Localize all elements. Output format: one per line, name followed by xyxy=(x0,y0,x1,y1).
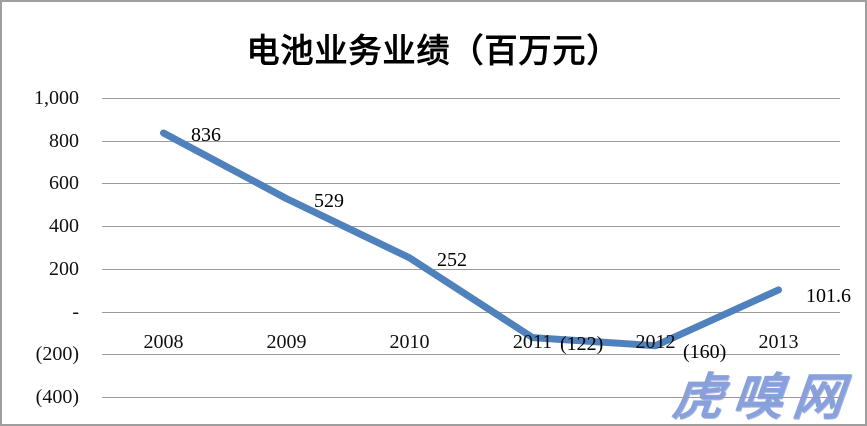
y-axis-tick-label: 1,000 xyxy=(34,87,79,109)
y-axis-tick-label: 400 xyxy=(49,215,79,237)
gridline xyxy=(102,98,840,99)
data-label: 252 xyxy=(437,249,467,271)
data-label: 836 xyxy=(191,124,221,146)
x-axis-tick-label: 2013 xyxy=(758,331,799,353)
x-axis-tick-label: 2010 xyxy=(389,331,430,353)
y-axis-tick-label: (200) xyxy=(35,343,79,365)
y-axis-tick-label: - xyxy=(72,301,79,323)
data-label: 101.6 xyxy=(806,285,851,307)
y-axis-tick-label: 200 xyxy=(49,258,79,280)
chart-title: 电池业务业绩（百万元） xyxy=(246,34,621,70)
y-axis-tick-label: (400) xyxy=(35,386,79,408)
x-axis-tick-label: 2009 xyxy=(266,331,307,353)
y-axis-tick-label: 800 xyxy=(49,130,79,152)
gridline xyxy=(102,354,840,355)
data-label: 529 xyxy=(314,190,344,212)
data-label: (160) xyxy=(683,341,727,363)
x-axis-tick-label: 2008 xyxy=(143,331,184,353)
gridline xyxy=(102,397,840,398)
data-label: (122) xyxy=(560,333,604,355)
y-axis-tick-label: 600 xyxy=(49,172,79,194)
